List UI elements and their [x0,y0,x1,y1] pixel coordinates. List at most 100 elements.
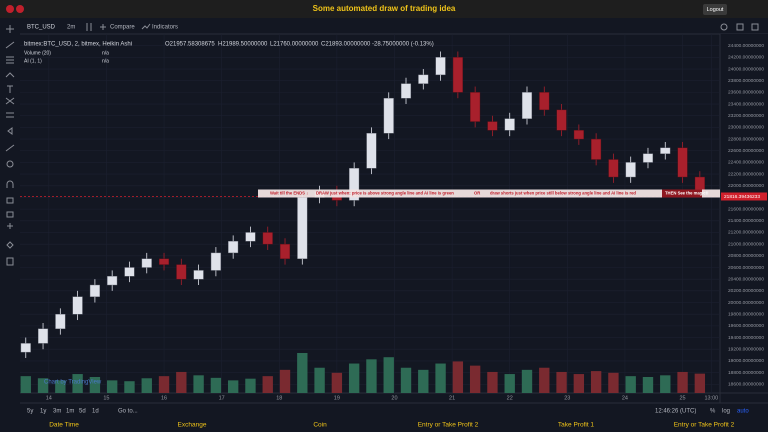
volume-bar [521,369,533,393]
volume-bar [383,357,394,393]
volume-bar [452,361,464,393]
volume-bar [106,380,118,393]
volume-bar [348,363,360,393]
y-tick-label: 23600.00000000 [728,90,764,96]
trash-tool[interactable] [6,257,14,266]
candle-body [556,109,567,131]
x-tick-label: 14 [46,395,52,401]
candle-body [141,258,152,268]
settings-button[interactable] [720,23,728,31]
fib-tool[interactable] [6,56,14,64]
footer-label: Entry or Take Profit 2 [674,422,735,429]
x-tick-label: 20 [391,395,397,401]
x-tick-label: 15 [103,395,109,401]
ai-legend: AI (1, 1) [24,58,42,64]
range-button[interactable]: 1y [40,409,46,415]
text-tool[interactable] [7,85,13,93]
interval-button[interactable]: 2m [67,25,75,31]
hide-tool[interactable] [7,223,13,229]
fullscreen-button[interactable] [736,23,744,31]
pattern-tool[interactable] [5,97,15,105]
volume-bar [141,378,152,393]
y-tick-label: 21400.00000000 [728,218,764,224]
candle-body [642,153,654,163]
volume-bar [660,375,671,393]
x-tick-label: 17 [219,395,225,401]
y-tick-label: 23200.00000000 [728,113,764,119]
chart-style-button[interactable] [86,23,92,31]
annotation-band [258,189,720,198]
candle-body [418,74,429,84]
candle-body [452,57,463,93]
ai-value: n/a [102,58,109,64]
y-tick-label: 21200.00000000 [728,230,764,236]
y-tick-label: 19200.00000000 [728,346,764,352]
volume-bar [400,367,412,393]
candle-body [573,130,584,140]
measure-tool[interactable] [5,144,15,152]
brush-tool[interactable] [5,72,15,78]
volume-bar [625,376,636,393]
range-button[interactable]: 1d [92,409,99,415]
volume-bar [487,371,498,393]
candle-body [625,162,636,178]
volume-bar [314,367,325,393]
compare-button[interactable]: Compare [110,25,135,31]
trendline-tool[interactable] [5,41,15,49]
lock-all-tool[interactable] [6,211,14,218]
y-tick-label: 23800.00000000 [728,78,764,84]
candle-body [20,343,31,353]
logo [6,5,14,13]
volume-bar [245,378,256,393]
prediction-tool[interactable] [6,112,14,118]
crosshair-tool[interactable] [6,25,14,33]
watermark[interactable]: Chart by TradingView [44,380,102,386]
candle-body [400,83,412,99]
log-toggle[interactable]: log [722,409,730,415]
volume-legend: Volume (20) [24,50,51,56]
candle-body [297,197,308,259]
y-tick-label: 22200.00000000 [728,171,764,177]
y-tick-label: 19400.00000000 [728,335,764,341]
drawing-tools [5,25,15,266]
volume-bar [539,367,550,393]
x-tick-label: 23 [564,395,570,401]
zoom-tool[interactable] [6,160,14,168]
candle-body [435,57,446,76]
range-button[interactable]: 5d [79,409,86,415]
magnet-tool[interactable] [6,180,14,188]
y-tick-label: 18800.00000000 [728,370,764,376]
volume-bar [556,371,567,393]
volume-bar [677,371,688,393]
auto-toggle[interactable]: auto [737,409,749,415]
percent-toggle[interactable]: % [710,409,716,415]
candle-body [521,92,533,119]
compare-icon [100,24,106,30]
range-button[interactable]: 3m [53,409,61,415]
y-tick-label: 19600.00000000 [728,323,764,329]
range-button[interactable]: 5y [27,409,33,415]
symbol-button[interactable]: BTC_USD [27,25,56,31]
logout-label[interactable]: Logout [707,7,724,13]
indicators-icon [141,23,151,30]
snapshot-button[interactable] [751,23,759,31]
y-tick-label: 23000.00000000 [728,125,764,131]
candle-body [245,232,256,242]
candle-body [158,258,170,265]
range-button[interactable]: 1m [66,409,74,415]
back-tool[interactable] [7,127,13,135]
annotation-text: DRAW just when: price is above strong an… [316,191,454,196]
logout-button[interactable] [703,4,727,15]
volume-bar [158,376,170,393]
x-tick-label: 13:00 [704,395,718,401]
footer [0,418,768,432]
candle-body [279,243,291,259]
lock-tool[interactable] [6,197,14,204]
layers-tool[interactable] [6,241,14,249]
y-tick-label: 21000.00000000 [728,241,764,247]
y-tick-label: 22600.00000000 [728,148,764,154]
indicators-button[interactable]: Indicators [152,25,178,31]
candle-body [72,296,83,315]
goto-button[interactable]: Go to... [118,409,138,415]
